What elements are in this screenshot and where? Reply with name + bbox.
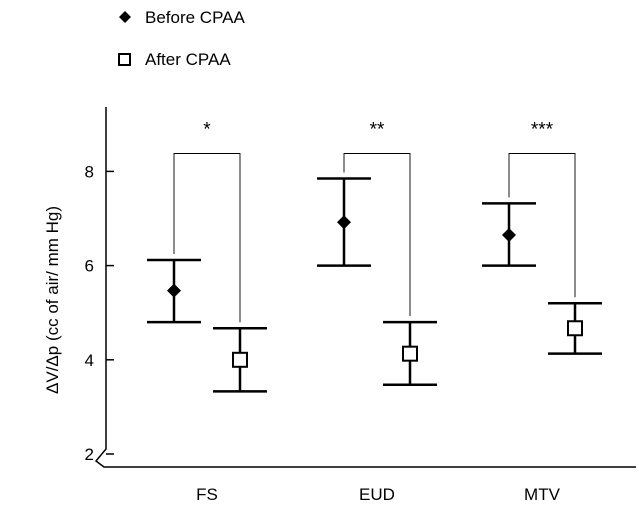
y-tick-label-6: 6 [85, 257, 94, 276]
marker-fs-before [167, 283, 181, 298]
legend-marker-before [119, 11, 131, 23]
y-axis-label: ΔV/Δp (cc of air/ mm Hg) [43, 206, 62, 394]
significance-bracket-mtv [508, 153, 576, 298]
significance-label-eud: ** [370, 120, 385, 141]
marker-eud-after [402, 345, 418, 362]
data-markers [167, 215, 583, 368]
significance-bracket-eud [343, 153, 411, 317]
significance-bracket-fs [173, 153, 241, 323]
y-tick-label-8: 8 [85, 162, 94, 181]
x-category-labels: FS EUD MTV [196, 485, 560, 504]
significance-label-fs: * [203, 120, 211, 141]
error-bars [147, 177, 602, 393]
marker-eud-before [337, 215, 351, 230]
legend-label-before: Before CPAA [145, 8, 246, 27]
legend-marker-after [118, 53, 131, 66]
marker-fs-after [232, 351, 248, 368]
y-tick-label-2: 2 [85, 445, 94, 464]
y-tick-label-4: 4 [85, 351, 94, 370]
axes [94, 107, 636, 468]
significance-brackets: * ** *** [173, 120, 576, 323]
x-category-label-fs: FS [196, 485, 218, 504]
significance-label-mtv: *** [531, 120, 554, 141]
x-category-label-eud: EUD [359, 485, 395, 504]
y-ticks: 2 4 6 8 [85, 162, 114, 464]
legend-label-after: After CPAA [145, 50, 231, 69]
marker-mtv-before [502, 227, 516, 242]
legend: Before CPAA After CPAA [118, 8, 246, 69]
y-axis-line [94, 107, 636, 468]
x-category-label-mtv: MTV [524, 485, 561, 504]
marker-mtv-after [567, 320, 583, 337]
